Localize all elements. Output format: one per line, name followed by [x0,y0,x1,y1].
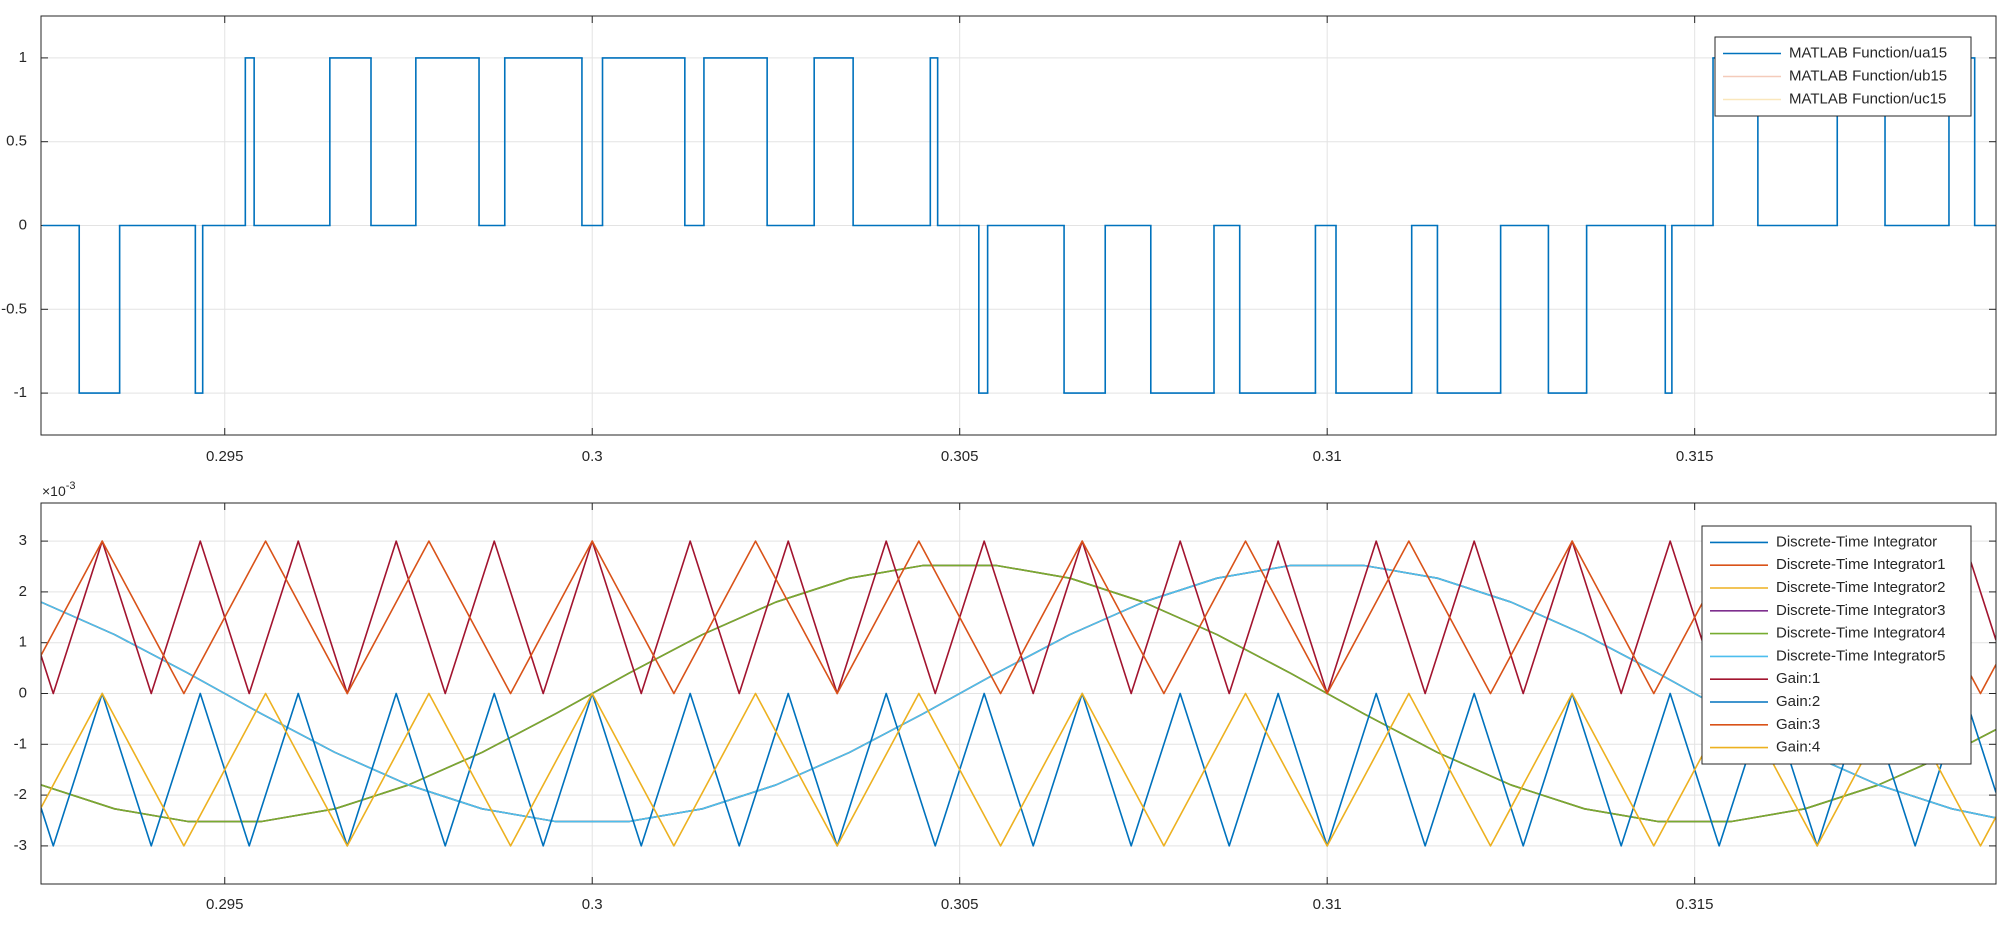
legend-label: Discrete-Time Integrator1 [1776,556,1946,573]
y-tick-label: -3 [14,837,27,854]
series-line [41,564,1996,823]
legend-label: Discrete-Time Integrator2 [1776,579,1946,596]
legend-label: Discrete-Time Integrator4 [1776,625,1946,642]
y-tick-label: 0 [19,684,27,701]
axes-box [40,502,1997,885]
x-tick-label: 0.305 [941,896,979,913]
legend-label: Discrete-Time Integrator5 [1776,647,1946,664]
y-tick-label: 2 [19,583,27,600]
y-tick-label: 1 [19,49,27,66]
plot-lines [42,57,1996,394]
y-exponent: -3 [66,480,76,492]
series-line [41,540,1996,695]
legend-label: Gain:4 [1776,739,1820,756]
legend-label: Discrete-Time Integrator [1776,533,1937,550]
legend-label: Gain:3 [1776,716,1820,733]
x-tick-label: 0.3 [582,448,603,465]
series-line [41,692,1996,847]
y-tick-label: 0 [19,216,27,233]
y-exponent-label: ×10-3 [42,480,76,499]
legend-box [1714,36,1972,117]
x-tick-label: 0.315 [1676,896,1714,913]
legend-label: Discrete-Time Integrator3 [1776,602,1946,619]
y-multiplier: ×10 [42,483,66,499]
x-tick-label: 0.305 [941,448,979,465]
x-tick-label: 0.295 [206,448,244,465]
y-tick-label: 1 [19,634,27,651]
x-tick-label: 0.315 [1676,448,1714,465]
y-tick-label: 0.5 [6,133,27,150]
legend-label: MATLAB Function/uc15 [1789,90,1946,107]
x-tick-label: 0.31 [1313,448,1342,465]
x-tick-label: 0.3 [582,896,603,913]
legend-label: MATLAB Function/ua15 [1789,44,1947,61]
y-tick-label: -0.5 [1,300,27,317]
axes-box [40,15,1997,436]
y-tick-label: -2 [14,786,27,803]
legend-label: MATLAB Function/ub15 [1789,67,1947,84]
y-tick-label: 3 [19,532,27,549]
legend-label: Gain:1 [1776,670,1820,687]
legend-label: Gain:2 [1776,693,1820,710]
y-tick-label: -1 [14,735,27,752]
y-tick-label: -1 [14,384,27,401]
x-tick-label: 0.295 [206,896,244,913]
x-tick-label: 0.31 [1313,896,1342,913]
